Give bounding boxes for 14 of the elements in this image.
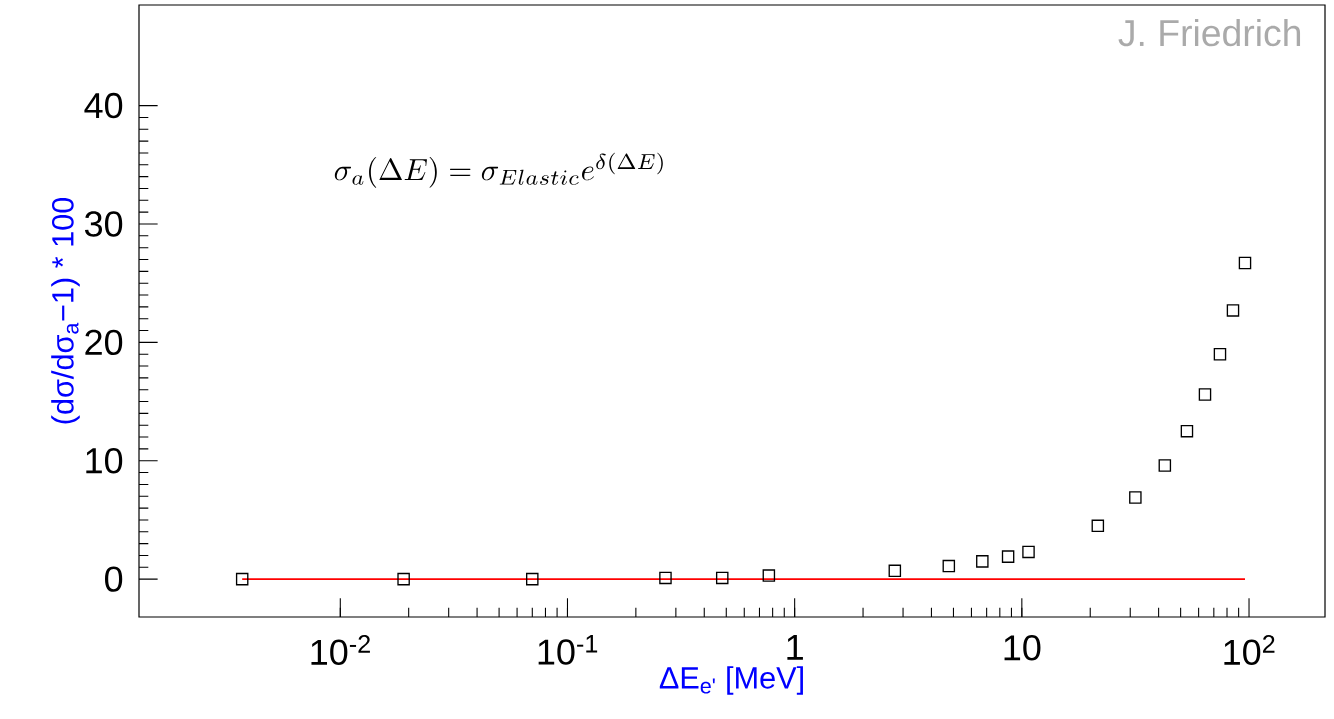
y-tick-label: 0 bbox=[105, 566, 123, 592]
y-tick-label: 40 bbox=[84, 92, 123, 119]
x-tick-label: 10$^{-1}$ bbox=[538, 635, 598, 665]
x-tick-label: 10$^{-2}$ bbox=[311, 635, 370, 666]
x-axis-title: ΔE$_{e'}$ [MeV] bbox=[659, 666, 803, 695]
y-tick-label: 20 bbox=[85, 329, 123, 356]
x-tick-label: 10 bbox=[1004, 635, 1041, 661]
x-tick-label: 1 bbox=[787, 635, 803, 660]
y-tick-label: 10 bbox=[86, 448, 123, 474]
x-tick-label: 10$^{2}$ bbox=[1224, 635, 1275, 666]
annotation: $\sigma_{a}(\Delta E)=\sigma_{Elastic}e^{\delta(\Delta E)}$ bbox=[334, 152, 663, 188]
y-axis-title: (dσ/dσ$_{a}$−1) * 100 bbox=[51, 197, 80, 424]
annotation: J. Friedrich bbox=[1118, 18, 1301, 47]
y-tick-label: 30 bbox=[84, 211, 123, 237]
